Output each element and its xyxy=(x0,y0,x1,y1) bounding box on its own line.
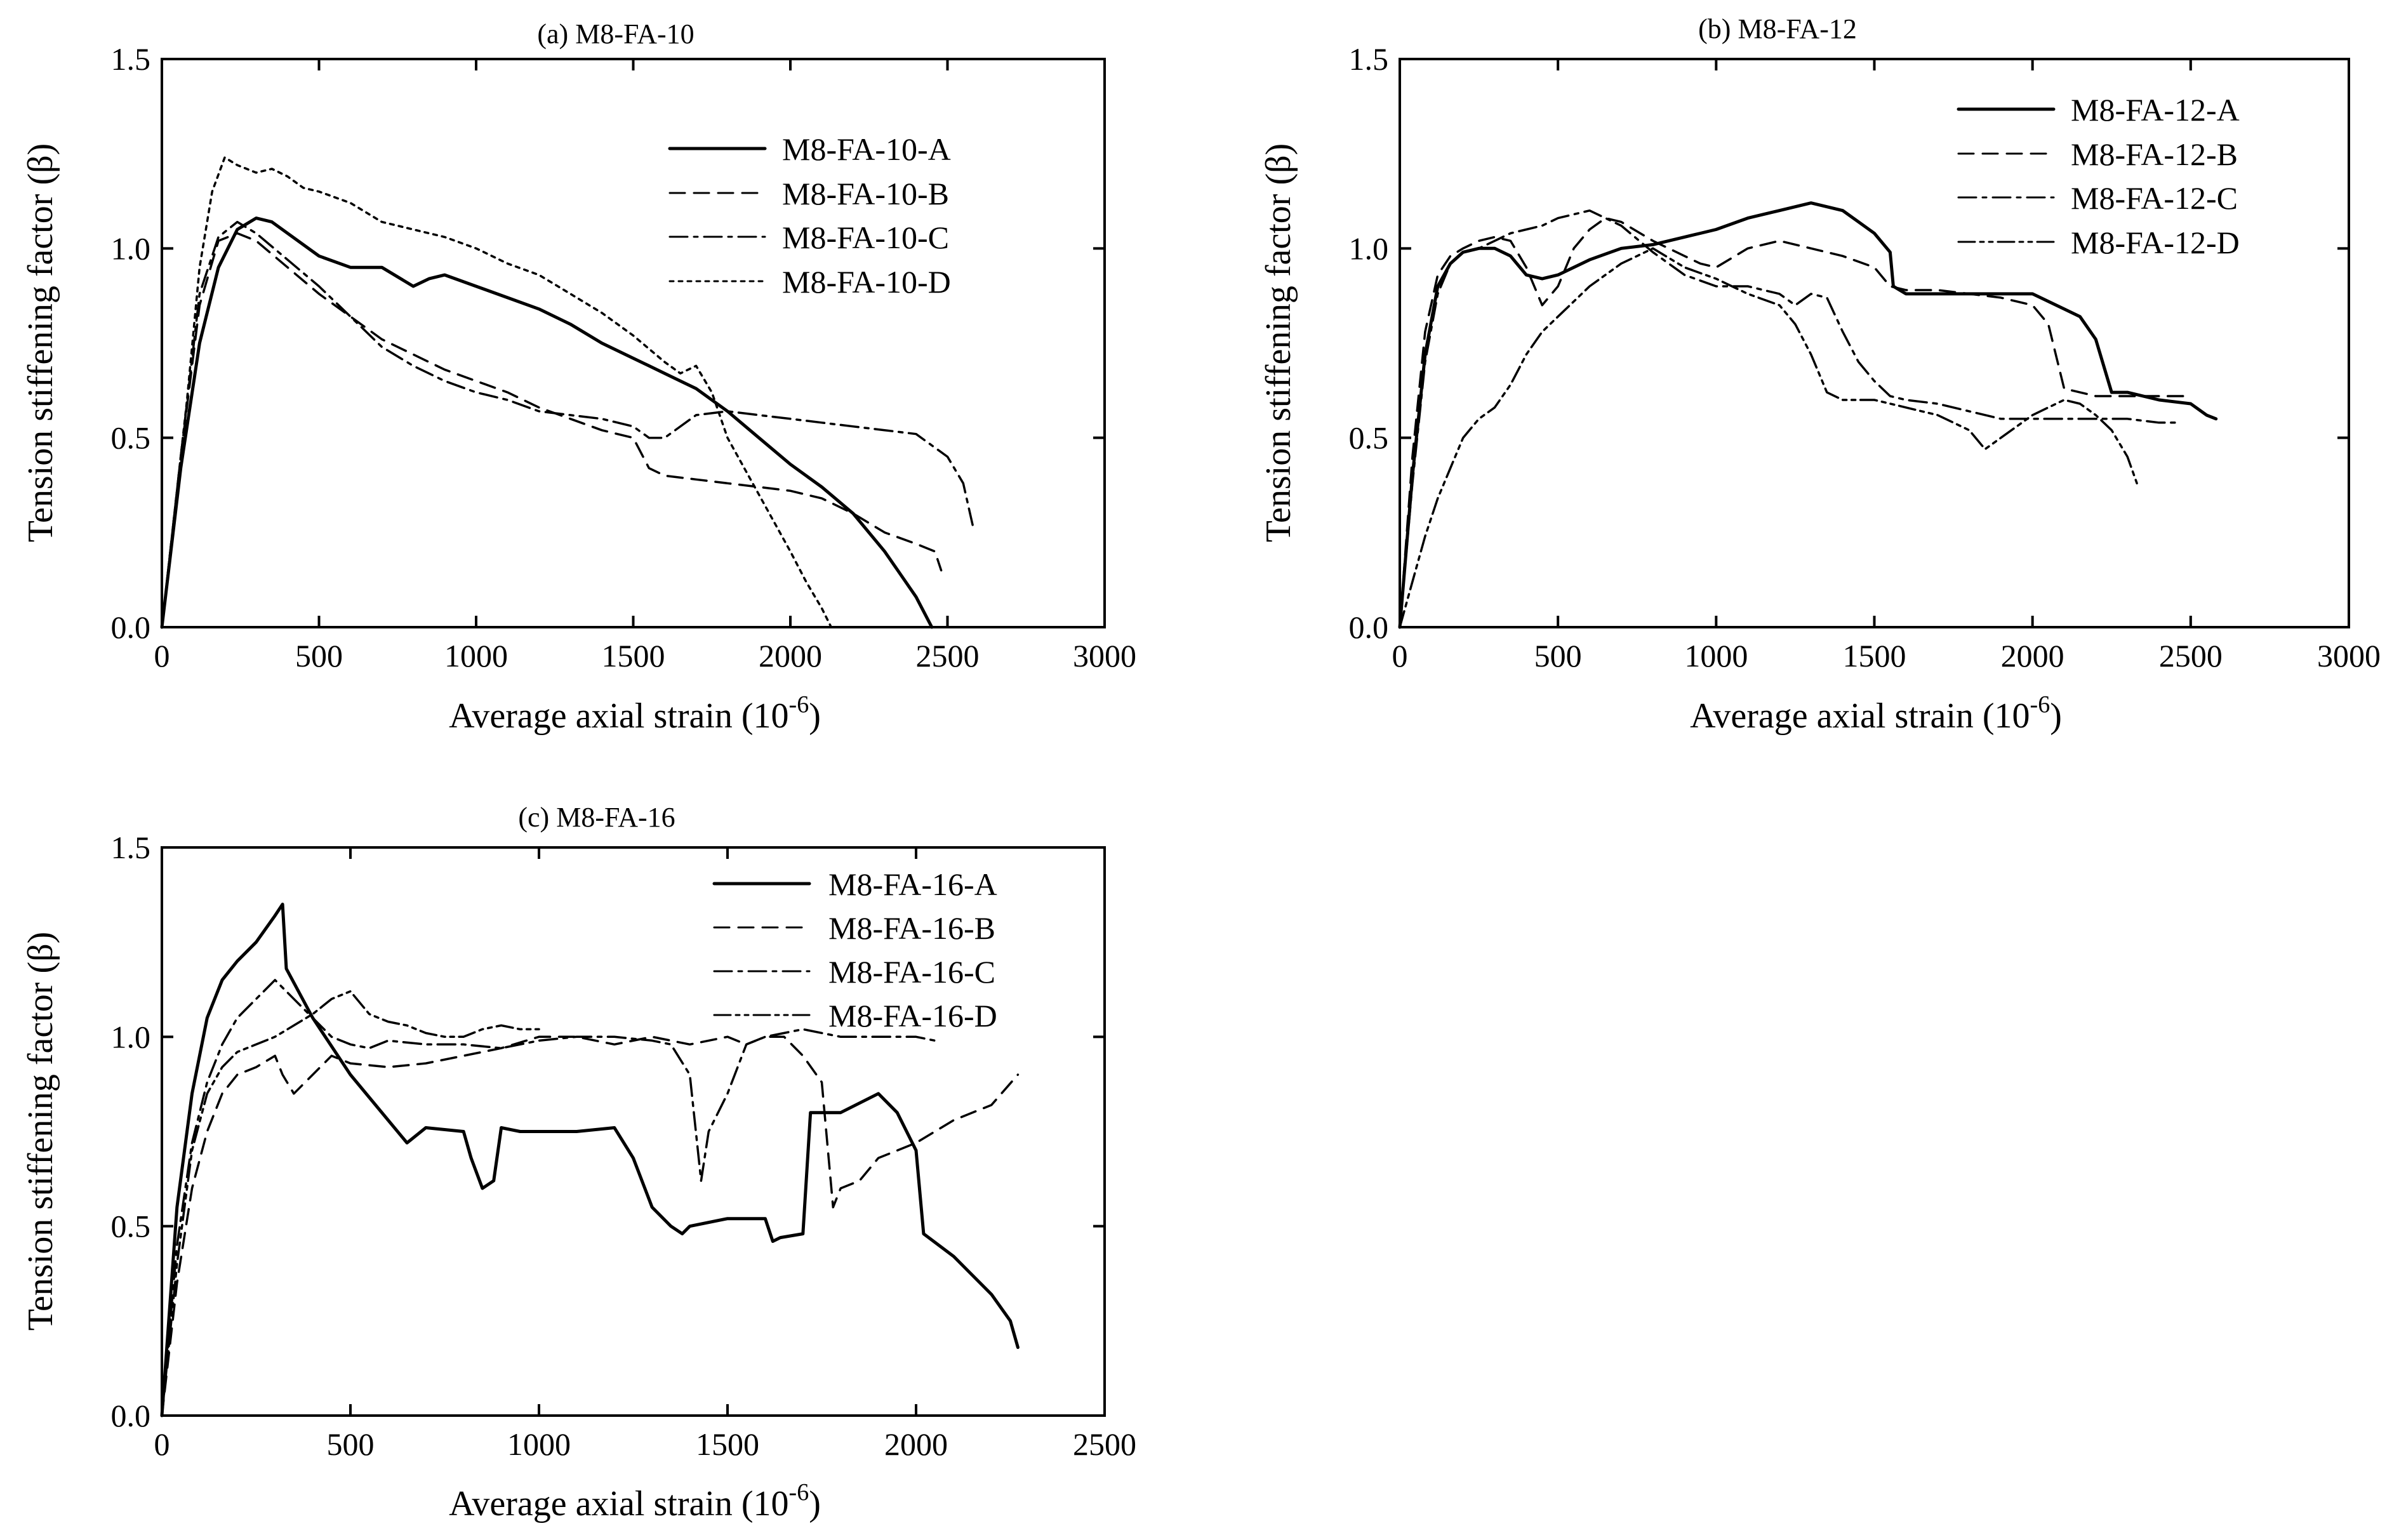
panel-b-y-ticks: 0.0 0.5 1.0 1.5 xyxy=(1349,41,2349,645)
x-tick-label-2000: 2000 xyxy=(2001,638,2064,674)
legend-label-m8-fa-12-c: M8-FA-12-C xyxy=(2071,180,2238,216)
x-tick-label-500: 500 xyxy=(327,1426,375,1462)
y-tick-label-1-0: 1.0 xyxy=(111,230,151,266)
panel-a-legend: M8-FA-10-A M8-FA-10-B M8-FA-10-C M8-FA-1… xyxy=(668,131,951,300)
y-tick-label-1-5: 1.5 xyxy=(111,41,151,77)
legend-label-m8-fa-10-c: M8-FA-10-C xyxy=(782,220,949,255)
series-line-m8-fa-16-d xyxy=(161,990,540,1417)
panel-c-series xyxy=(160,903,1020,1417)
series-line-m8-fa-10-d xyxy=(161,156,833,628)
x-tick-label-2000: 2000 xyxy=(884,1426,948,1462)
y-tick-label-1-0: 1.0 xyxy=(111,1019,151,1054)
panel-c-x-axis-label: Average axial strain (10-6) xyxy=(449,1479,821,1523)
series-line-m8-fa-10-c xyxy=(161,220,974,628)
x-tick-label-0: 0 xyxy=(154,1426,170,1462)
legend-label-m8-fa-16-a: M8-FA-16-A xyxy=(828,866,997,902)
x-tick-label-0: 0 xyxy=(154,638,170,674)
series-line-m8-fa-10-a xyxy=(160,216,934,629)
y-tick-label-0-0: 0.0 xyxy=(1349,609,1389,645)
panel-a-plot-frame xyxy=(161,58,1106,628)
panel-c-plot-frame xyxy=(161,846,1106,1417)
legend-label-m8-fa-12-d: M8-FA-12-D xyxy=(2071,225,2240,260)
y-tick-label-0-5: 0.5 xyxy=(111,1209,151,1244)
y-tick-label-0-0: 0.0 xyxy=(111,609,151,645)
x-tick-label-2500: 2500 xyxy=(2159,638,2223,674)
x-tick-label-0: 0 xyxy=(1392,638,1408,674)
panel-b-legend: M8-FA-12-A M8-FA-12-B M8-FA-12-C M8-FA-1… xyxy=(1957,92,2240,260)
x-tick-label-2500: 2500 xyxy=(916,638,980,674)
x-tick-label-1500: 1500 xyxy=(1843,638,1906,674)
panel-a: (a) M8-FA-10 0 500 1000 1500 2000 2500 3000 0.… xyxy=(21,18,1136,736)
panel-b-x-axis-label: Average axial strain (10-6) xyxy=(1690,691,2062,736)
panel-c: (c) M8-FA-16 0 500 1000 1500 2000 2500 0.0 0.5… xyxy=(21,802,1136,1523)
y-tick-label-0-5: 0.5 xyxy=(111,420,151,456)
panel-b-title: (b) M8-FA-12 xyxy=(1698,13,1857,44)
series-line-m8-fa-16-c xyxy=(161,979,936,1417)
series-line-m8-fa-16-b xyxy=(161,1035,1020,1417)
panel-c-legend: M8-FA-16-A M8-FA-16-B M8-FA-16-C M8-FA-1… xyxy=(712,866,997,1033)
panel-c-x-ticks: 0 500 1000 1500 2000 2500 xyxy=(154,847,1136,1462)
x-tick-label-1000: 1000 xyxy=(507,1426,571,1462)
legend-label-m8-fa-10-a: M8-FA-10-A xyxy=(782,131,951,167)
x-tick-label-3000: 3000 xyxy=(2317,638,2381,674)
panel-a-series xyxy=(160,156,974,629)
legend-label-m8-fa-16-b: M8-FA-16-B xyxy=(828,910,995,946)
x-tick-label-500: 500 xyxy=(1534,638,1582,674)
panel-a-title: (a) M8-FA-10 xyxy=(537,18,694,50)
series-line-m8-fa-12-b xyxy=(1399,216,2192,628)
panel-b-y-axis-label: Tension stiffening factor (β) xyxy=(1259,143,1298,542)
x-tick-label-1000: 1000 xyxy=(1684,638,1748,674)
x-tick-label-2500: 2500 xyxy=(1073,1426,1136,1462)
panel-a-y-axis-label: Tension stiffening factor (β) xyxy=(21,143,60,542)
legend-label-m8-fa-12-b: M8-FA-12-B xyxy=(2071,136,2238,172)
y-tick-label-1-5: 1.5 xyxy=(1349,41,1389,77)
panel-b-x-ticks: 0 500 1000 1500 2000 2500 3000 xyxy=(1392,59,2381,674)
panel-b-series xyxy=(1398,201,2218,629)
y-tick-label-1-5: 1.5 xyxy=(111,830,151,865)
panel-c-title: (c) M8-FA-16 xyxy=(518,802,675,833)
x-tick-label-1000: 1000 xyxy=(444,638,508,674)
panel-a-x-axis-label: Average axial strain (10-6) xyxy=(449,691,821,736)
panel-c-y-ticks: 0.0 0.5 1.0 1.5 xyxy=(111,830,1105,1433)
panel-a-x-ticks: 0 500 1000 1500 2000 2500 3000 xyxy=(154,59,1136,674)
x-tick-label-500: 500 xyxy=(295,638,343,674)
x-tick-label-1500: 1500 xyxy=(602,638,665,674)
panel-c-y-axis-label: Tension stiffening factor (β) xyxy=(21,932,60,1331)
series-line-m8-fa-12-a xyxy=(1398,201,2218,629)
y-tick-label-1-0: 1.0 xyxy=(1349,230,1389,266)
y-tick-label-0-5: 0.5 xyxy=(1349,420,1389,456)
legend-label-m8-fa-16-c: M8-FA-16-C xyxy=(828,954,995,990)
panel-b: (b) M8-FA-12 0 500 1000 1500 2000 2500 3000 0.… xyxy=(1259,13,2381,736)
legend-label-m8-fa-16-d: M8-FA-16-D xyxy=(828,998,997,1033)
x-tick-label-3000: 3000 xyxy=(1073,638,1136,674)
y-tick-label-0-0: 0.0 xyxy=(111,1398,151,1433)
legend-label-m8-fa-12-a: M8-FA-12-A xyxy=(2071,92,2240,128)
series-line-m8-fa-16-a xyxy=(160,903,1020,1417)
panel-a-y-ticks: 0.0 0.5 1.0 1.5 xyxy=(111,41,1105,645)
series-line-m8-fa-12-c xyxy=(1399,209,2176,628)
legend-label-m8-fa-10-b: M8-FA-10-B xyxy=(782,176,949,211)
x-tick-label-2000: 2000 xyxy=(759,638,822,674)
legend-label-m8-fa-10-d: M8-FA-10-D xyxy=(782,264,951,300)
x-tick-label-1500: 1500 xyxy=(696,1426,759,1462)
series-line-m8-fa-12-d xyxy=(1399,247,2138,628)
